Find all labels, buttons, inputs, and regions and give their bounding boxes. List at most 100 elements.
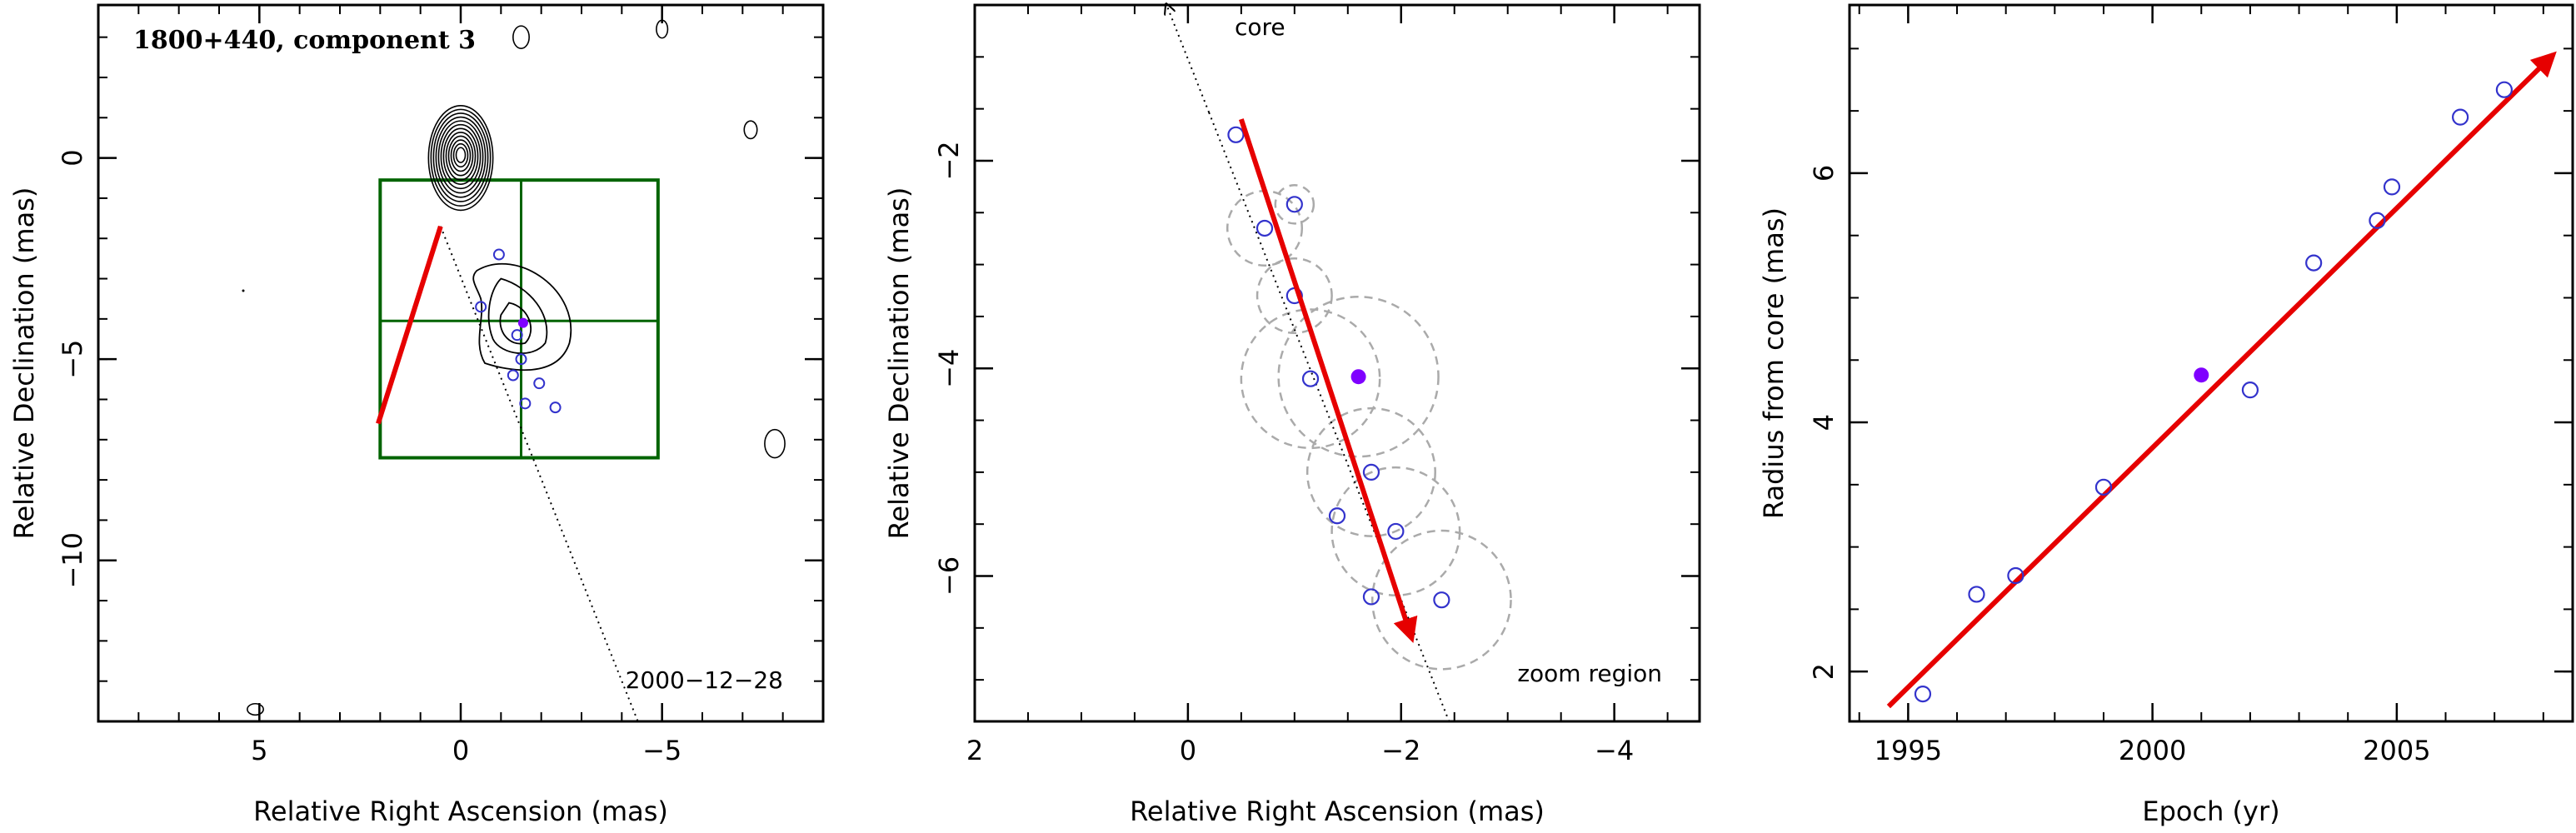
component-contour (487, 277, 548, 354)
map-ytick-label: −5 (57, 340, 88, 379)
noise-contour (764, 428, 786, 459)
zoom-ytick-label: −6 (933, 556, 965, 596)
radius-x-axis-label: Epoch (yr) (2142, 796, 2279, 827)
epoch-point (1301, 370, 1320, 387)
map-ytick-label: −10 (57, 532, 88, 589)
extrapolation-line (1208, 112, 1450, 722)
map-xtick-label: 0 (452, 735, 469, 766)
component-contour (499, 302, 532, 345)
fit-arrow (1886, 51, 2557, 709)
radius-xtick-label: 2005 (2363, 735, 2430, 766)
noise-dot (242, 289, 245, 292)
error-circle (1256, 257, 1333, 335)
epoch-point (1433, 591, 1450, 609)
core-contour (437, 120, 484, 194)
map-xtick-label: 5 (251, 735, 267, 766)
motion-arrow (376, 225, 443, 425)
epoch-point (1362, 588, 1380, 606)
epoch-point (2369, 212, 2386, 229)
core-contour (430, 108, 492, 207)
map-ytick-label: 0 (57, 149, 88, 166)
core-contour (450, 139, 472, 172)
epoch-point (2495, 81, 2513, 98)
epoch-point (2094, 478, 2113, 496)
epoch-point (475, 301, 487, 313)
radius-xtick-label: 2000 (2119, 735, 2186, 766)
motion-arrow (1239, 118, 1418, 643)
epoch-point (1914, 685, 1932, 703)
epoch-point (492, 248, 505, 261)
extrapolation-line (439, 226, 639, 722)
core-contour (452, 142, 469, 168)
map-ticks: 5 0 −5 0 −5 −10 (57, 5, 824, 766)
error-circle (1277, 295, 1440, 458)
zoom-plot-area (1166, 5, 1512, 722)
map-x-axis-label: Relative Right Ascension (mas) (253, 796, 668, 827)
map-epoch-label: 2000−12−28 (626, 666, 783, 694)
current-epoch-point (1350, 369, 1366, 385)
zoom-x-axis-label: Relative Right Ascension (mas) (1130, 796, 1545, 827)
epoch-point (549, 402, 562, 414)
radius-ytick-label: 6 (1808, 165, 1840, 182)
core-contour (440, 123, 482, 190)
error-circle (1274, 184, 1315, 225)
core-contour (432, 112, 489, 202)
map-xtick-label: −5 (642, 735, 681, 766)
zoom-region-label: zoom region (1517, 660, 1662, 687)
zoom-xtick-label: −2 (1381, 735, 1420, 766)
error-circle (1370, 529, 1512, 671)
zoom-panel: 2 0 −2 −4 −2 −4 −6 core zoom region Relative R… (883, 3, 1701, 827)
zoom-xtick-label: 0 (1180, 735, 1196, 766)
radius-y-axis-label: Radius from core (mas) (1758, 207, 1790, 519)
map-plot-area (242, 19, 786, 722)
epoch-point (1328, 507, 1346, 525)
epoch-point (507, 369, 519, 382)
core-contour (445, 132, 477, 181)
radius-ytick-label: 2 (1808, 663, 1840, 680)
epoch-point (2305, 254, 2323, 272)
radius-ytick-label: 4 (1808, 414, 1840, 431)
zoom-frame (973, 3, 1701, 723)
core-contour (447, 135, 474, 177)
map-y-axis-label: Relative Declination (mas) (8, 187, 40, 540)
epoch-point (533, 377, 546, 390)
zoom-y-axis-label: Relative Declination (mas) (883, 187, 915, 540)
epoch-point (2383, 178, 2401, 196)
radius-panel: 1995 2000 2005 2 4 6 Epoch (yr) Radius from c… (1758, 3, 2574, 827)
epoch-point (2452, 108, 2469, 126)
core-contour (435, 116, 487, 198)
epoch-point (1387, 522, 1405, 541)
epoch-point (511, 329, 523, 342)
radius-plot-area (1886, 51, 2557, 709)
radius-ticks: 1995 2000 2005 2 4 6 (1808, 5, 2573, 766)
current-epoch-point (2194, 367, 2209, 383)
error-circle (1240, 308, 1381, 450)
zoom-xtick-label: −4 (1595, 735, 1634, 766)
map-frame (97, 3, 825, 723)
epoch-point (1968, 586, 1985, 603)
radius-xtick-label: 1995 (1875, 735, 1942, 766)
epoch-point (515, 353, 527, 366)
radius-frame (1848, 3, 2574, 723)
zoom-core-label: core (1235, 13, 1286, 41)
epoch-point (1227, 126, 1245, 143)
epoch-point (1256, 219, 1274, 237)
epoch-point (2007, 566, 2024, 585)
map-panel: 5 0 −5 0 −5 −10 1800+440, component 3 2000−12… (8, 3, 825, 827)
noise-contour (247, 702, 264, 716)
epoch-point (1286, 196, 1303, 213)
core-contour (442, 127, 479, 185)
core-contour (455, 147, 467, 163)
epoch-point (2241, 382, 2259, 399)
current-epoch-point (517, 317, 528, 328)
epoch-point (519, 397, 532, 410)
component-contour (472, 262, 572, 372)
noise-contour (512, 25, 530, 49)
epoch-point (1362, 463, 1380, 481)
core-contour (427, 104, 494, 212)
zoom-ytick-label: −4 (933, 349, 965, 388)
noise-contour (743, 120, 758, 140)
map-title: 1800+440, component 3 (133, 26, 476, 55)
zoom-xtick-label: 2 (966, 735, 983, 766)
